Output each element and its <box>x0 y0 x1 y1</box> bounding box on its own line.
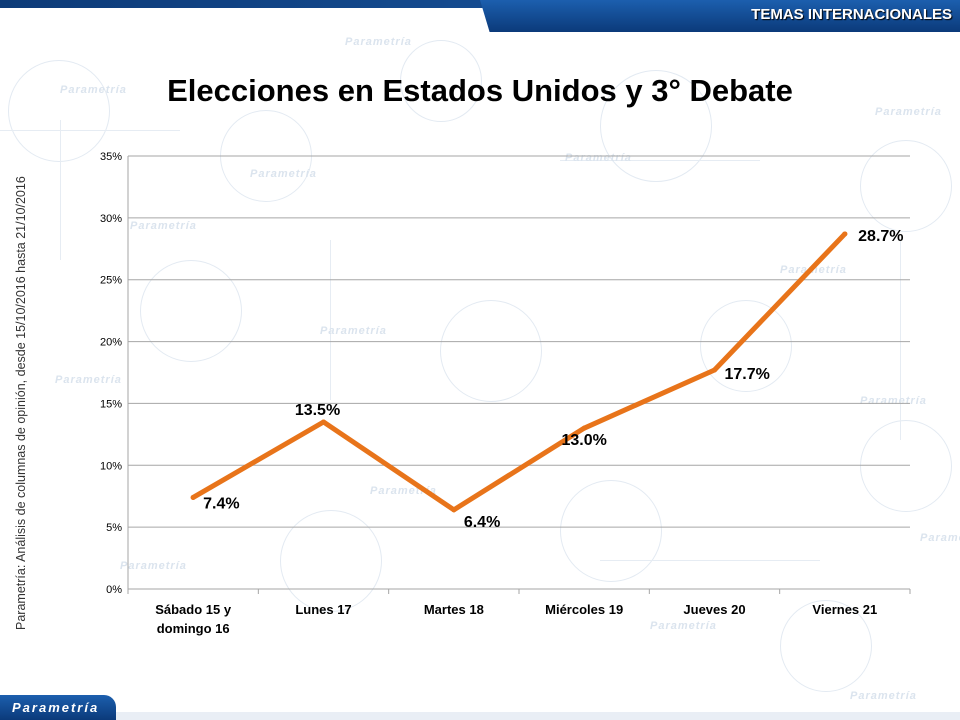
header-bar <box>0 0 960 8</box>
x-tick-label-line: Lunes 17 <box>295 602 351 617</box>
x-tick-label-line: Jueves 20 <box>683 602 745 617</box>
series-line <box>190 231 848 513</box>
y-tick-label: 30% <box>100 213 122 225</box>
data-point <box>842 231 848 237</box>
x-tick-label: Sábado 15 y domingo 16 <box>155 602 232 636</box>
y-tick-label: 15% <box>100 398 122 410</box>
data-point <box>321 419 326 425</box>
data-label: 6.4% <box>464 514 500 531</box>
data-label: 13.5% <box>295 402 340 419</box>
data-labels: 7.4% 13.5% 6.4% 13.0% 17.7% 28.7% <box>203 228 903 531</box>
data-point <box>712 367 717 373</box>
section-label: TEMAS INTERNACIONALES <box>751 6 952 23</box>
x-tick-label-line: Martes 18 <box>424 602 484 617</box>
y-tick-label: 20% <box>100 337 122 349</box>
brand-logo: Parametría <box>0 695 116 720</box>
x-tick-label-line: Sábado 15 y <box>155 602 232 617</box>
x-tick-label: Viernes 21 <box>812 602 877 617</box>
data-point <box>451 507 457 513</box>
y-tick-label: 35% <box>100 151 122 163</box>
data-label: 17.7% <box>725 366 770 383</box>
y-axis-labels: 0% 5% 10% 15% 20% 25% 30% 35% <box>100 151 122 596</box>
x-tick-label: Miércoles 19 <box>545 602 623 617</box>
x-tick-label-line: domingo 16 <box>157 621 230 636</box>
x-axis-labels: Sábado 15 y domingo 16 Lunes 17 Martes 18 Mi… <box>155 602 877 636</box>
x-tick-label: Jueves 20 <box>683 602 745 617</box>
chart-title: Elecciones en Estados Unidos y 3° Debate <box>167 73 793 108</box>
y-tick-label: 25% <box>100 275 122 287</box>
x-tick-label: Lunes 17 <box>295 602 351 617</box>
data-label: 7.4% <box>203 495 239 512</box>
x-tick-label-line: Viernes 21 <box>812 602 877 617</box>
data-label: 13.0% <box>561 432 606 449</box>
y-tick-label: 0% <box>106 584 122 596</box>
brand-name: Parametría <box>12 700 100 715</box>
footer-bar <box>116 712 960 720</box>
data-point <box>581 425 587 431</box>
x-tick-label: Martes 18 <box>424 602 484 617</box>
y-tick-label: 5% <box>106 522 122 534</box>
chart-gridlines <box>127 155 911 594</box>
y-tick-label: 10% <box>100 460 122 472</box>
data-point <box>190 494 196 500</box>
chart-series <box>190 231 848 513</box>
section-tab <box>480 0 960 32</box>
data-label: 28.7% <box>858 228 903 245</box>
x-tick-label-line: Miércoles 19 <box>545 602 623 617</box>
